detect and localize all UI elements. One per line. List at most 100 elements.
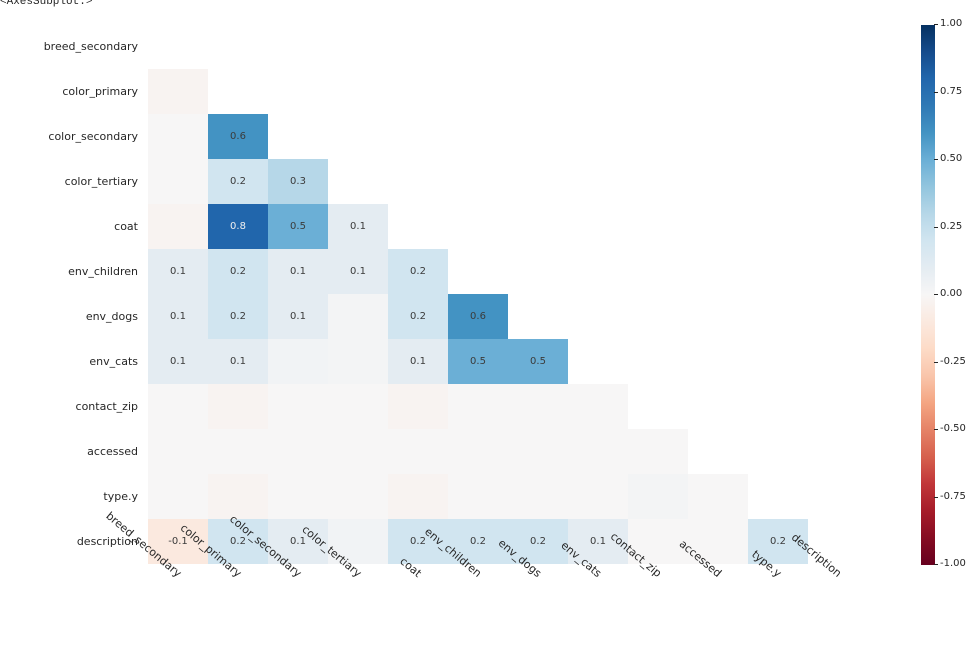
heatmap-cell: 0.1 bbox=[328, 204, 388, 249]
correlation-heatmap: 0.60.20.30.80.50.10.10.20.10.10.20.10.20… bbox=[148, 24, 868, 564]
heatmap-cell bbox=[328, 69, 388, 114]
heatmap-cell bbox=[508, 474, 568, 519]
heatmap-cell: 0.6 bbox=[448, 294, 508, 339]
heatmap-cell bbox=[328, 294, 388, 339]
heatmap-cell bbox=[388, 159, 448, 204]
heatmap-cell bbox=[328, 429, 388, 474]
heatmap-cell bbox=[148, 24, 208, 69]
heatmap-cell bbox=[328, 474, 388, 519]
colorbar-tick-label: -0.25 bbox=[940, 356, 966, 367]
heatmap-cell-value: 0.2 bbox=[388, 249, 448, 294]
heatmap-cell-value: 0.3 bbox=[268, 159, 328, 204]
heatmap-cell bbox=[688, 204, 748, 249]
heatmap-cell bbox=[208, 24, 268, 69]
heatmap-cell: 0.1 bbox=[388, 339, 448, 384]
heatmap-cell-value: 0.1 bbox=[268, 294, 328, 339]
colorbar-tick-label: 0.00 bbox=[940, 288, 962, 299]
y-axis-label: accessed bbox=[0, 445, 138, 458]
heatmap-cell bbox=[628, 69, 688, 114]
heatmap-cell bbox=[148, 204, 208, 249]
y-axis-label: env_children bbox=[0, 265, 138, 278]
heatmap-cell bbox=[448, 114, 508, 159]
heatmap-cell bbox=[208, 69, 268, 114]
heatmap-cell bbox=[328, 24, 388, 69]
heatmap-cell: 0.2 bbox=[208, 159, 268, 204]
colorbar-tickline bbox=[934, 294, 938, 295]
heatmap-cell bbox=[448, 384, 508, 429]
heatmap-cell: 0.2 bbox=[388, 249, 448, 294]
heatmap-cell-value: 0.2 bbox=[208, 294, 268, 339]
colorbar-tickline bbox=[934, 564, 938, 565]
heatmap-cell bbox=[688, 474, 748, 519]
heatmap-cell bbox=[808, 384, 868, 429]
y-axis-label: description bbox=[0, 535, 138, 548]
heatmap-cell bbox=[688, 69, 748, 114]
heatmap-cell bbox=[148, 474, 208, 519]
axes-repr-text: <AxesSubplot:> bbox=[0, 0, 92, 8]
heatmap-cell bbox=[628, 24, 688, 69]
heatmap-cell bbox=[808, 159, 868, 204]
heatmap-cell-value: 0.1 bbox=[148, 294, 208, 339]
heatmap-cell-value: 0.5 bbox=[268, 204, 328, 249]
heatmap-cell bbox=[328, 114, 388, 159]
heatmap-cell bbox=[688, 24, 748, 69]
colorbar-tick-label: -0.50 bbox=[940, 423, 966, 434]
heatmap-cell-value: 0.5 bbox=[448, 339, 508, 384]
heatmap-cell bbox=[808, 114, 868, 159]
heatmap-cell bbox=[628, 159, 688, 204]
heatmap-cell bbox=[748, 294, 808, 339]
heatmap-cell bbox=[748, 24, 808, 69]
y-axis-label: color_primary bbox=[0, 85, 138, 98]
heatmap-cell: 0.1 bbox=[328, 249, 388, 294]
heatmap-cell bbox=[448, 429, 508, 474]
heatmap-cell bbox=[688, 159, 748, 204]
heatmap-cell bbox=[688, 384, 748, 429]
heatmap-cell bbox=[448, 474, 508, 519]
heatmap-cell: 0.1 bbox=[148, 249, 208, 294]
heatmap-cell-value: 0.6 bbox=[448, 294, 508, 339]
heatmap-cell-value: 0.1 bbox=[328, 249, 388, 294]
heatmap-cell bbox=[688, 339, 748, 384]
y-axis-label: type.y bbox=[0, 490, 138, 503]
heatmap-cell bbox=[448, 204, 508, 249]
heatmap-cell bbox=[208, 429, 268, 474]
heatmap-cell bbox=[148, 159, 208, 204]
heatmap-cell bbox=[808, 24, 868, 69]
colorbar-gradient bbox=[920, 24, 936, 566]
colorbar-tickline bbox=[934, 429, 938, 430]
heatmap-cell bbox=[628, 429, 688, 474]
heatmap-cell bbox=[628, 294, 688, 339]
heatmap-cell-value: 0.1 bbox=[388, 339, 448, 384]
heatmap-cell bbox=[148, 114, 208, 159]
heatmap-cell-value: 0.1 bbox=[148, 249, 208, 294]
heatmap-cell bbox=[148, 429, 208, 474]
heatmap-cell bbox=[748, 384, 808, 429]
heatmap-cell bbox=[268, 339, 328, 384]
heatmap-cell bbox=[748, 474, 808, 519]
heatmap-cell bbox=[508, 114, 568, 159]
heatmap-cell-value: 0.2 bbox=[388, 294, 448, 339]
heatmap-cell bbox=[808, 339, 868, 384]
heatmap-cell bbox=[568, 249, 628, 294]
colorbar-tick-label: 0.50 bbox=[940, 153, 962, 164]
heatmap-cell-value: 0.6 bbox=[208, 114, 268, 159]
heatmap-cell bbox=[808, 249, 868, 294]
heatmap-cell bbox=[508, 159, 568, 204]
heatmap-cell bbox=[808, 69, 868, 114]
heatmap-cell bbox=[448, 69, 508, 114]
heatmap-cell bbox=[328, 159, 388, 204]
heatmap-cell bbox=[568, 159, 628, 204]
colorbar-tickline bbox=[934, 227, 938, 228]
heatmap-cell bbox=[688, 294, 748, 339]
heatmap-cell: 0.1 bbox=[268, 249, 328, 294]
heatmap-cell bbox=[748, 204, 808, 249]
heatmap-cell bbox=[508, 24, 568, 69]
heatmap-cell bbox=[388, 384, 448, 429]
y-axis-label: coat bbox=[0, 220, 138, 233]
heatmap-cell bbox=[208, 474, 268, 519]
heatmap-cell-value: 0.1 bbox=[328, 204, 388, 249]
heatmap-cell bbox=[268, 384, 328, 429]
heatmap-cell bbox=[148, 69, 208, 114]
heatmap-cell: 0.8 bbox=[208, 204, 268, 249]
heatmap-cell bbox=[628, 114, 688, 159]
